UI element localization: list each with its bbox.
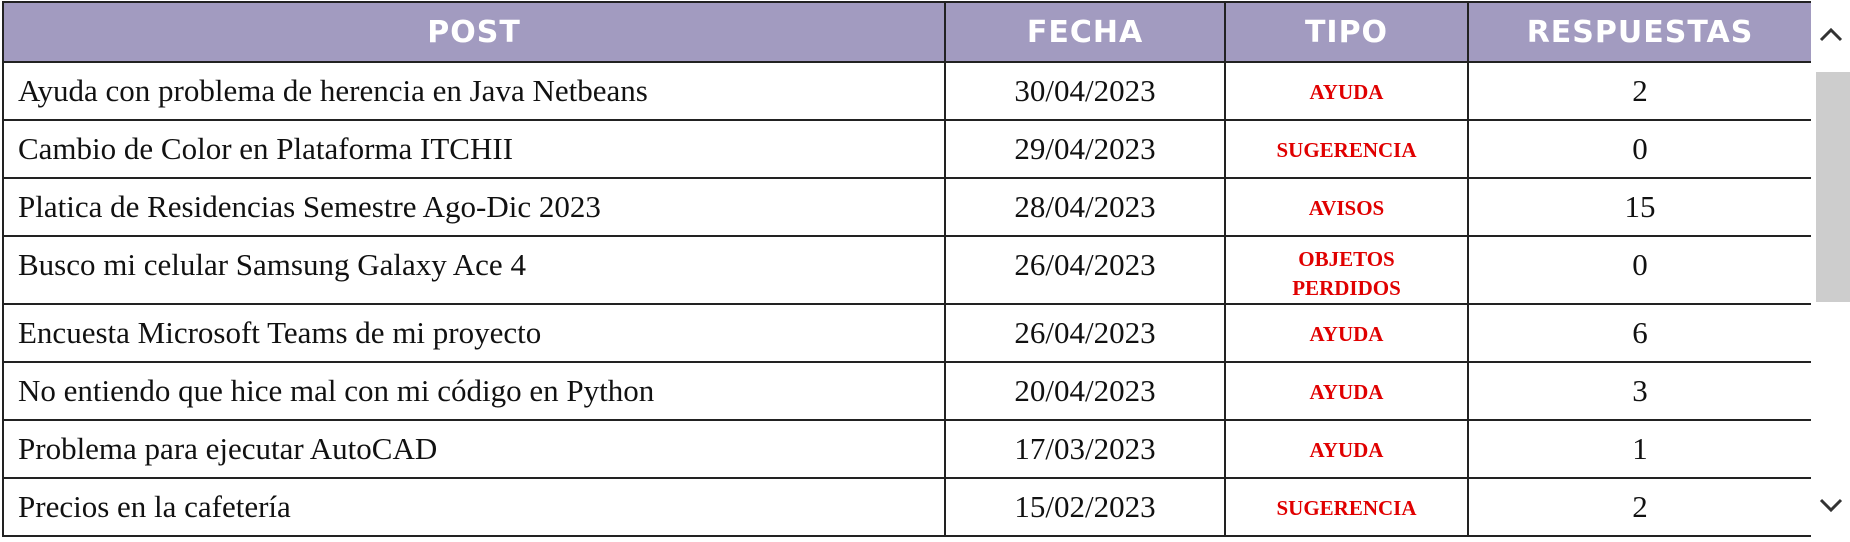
post-title: Encuesta Microsoft Teams de mi proyecto (2, 303, 946, 363)
header-cell: RESPUESTAS (1467, 1, 1813, 63)
table-row[interactable]: Busco mi celular Samsung Galaxy Ace 4 26/… (2, 235, 1813, 305)
header-cell: TIPO (1224, 1, 1469, 63)
table-row[interactable]: No entiendo que hice mal con mi código e… (2, 361, 1813, 421)
table-row[interactable]: Encuesta Microsoft Teams de mi proyecto 2… (2, 303, 1813, 363)
reply-count: 0 (1467, 119, 1813, 179)
post-title: Ayuda con problema de herencia en Java N… (2, 61, 946, 121)
post-date: 26/04/2023 (944, 303, 1226, 363)
post-type: AYUDA (1309, 438, 1384, 462)
post-date: 20/04/2023 (944, 361, 1226, 421)
post-type: AYUDA (1309, 380, 1384, 404)
type-cell: SUGERENCIA (1224, 119, 1469, 179)
post-type: AYUDA (1309, 322, 1384, 346)
reply-count: 15 (1467, 177, 1813, 237)
post-title: Problema para ejecutar AutoCAD (2, 419, 946, 479)
reply-count: 2 (1467, 61, 1813, 121)
table-row[interactable]: Ayuda con problema de herencia en Java N… (2, 61, 1813, 121)
post-title: Cambio de Color en Plataforma ITCHII (2, 119, 946, 179)
post-date: 15/02/2023 (944, 477, 1226, 537)
header-cell: FECHA (944, 1, 1226, 63)
post-date: 17/03/2023 (944, 419, 1226, 479)
post-date: 30/04/2023 (944, 61, 1226, 121)
table-row[interactable]: Precios en la cafetería 15/02/2023 SUGEREN… (2, 477, 1813, 537)
header-cell: POST (2, 1, 946, 63)
table-row[interactable]: Cambio de Color en Plataforma ITCHII 29/0… (2, 119, 1813, 179)
type-cell: SUGERENCIA (1224, 477, 1469, 537)
header-row: POST FECHA TIPO RESPUESTAS (2, 1, 1813, 63)
type-cell: AYUDA (1224, 419, 1469, 479)
reply-count: 0 (1467, 235, 1813, 305)
reply-count: 1 (1467, 419, 1813, 479)
post-type: SUGERENCIA (1276, 138, 1417, 162)
post-date: 28/04/2023 (944, 177, 1226, 237)
table-row[interactable]: Problema para ejecutar AutoCAD 17/03/2023… (2, 419, 1813, 479)
table-body: Ayuda con problema de herencia en Java N… (2, 61, 1813, 537)
reply-count: 6 (1467, 303, 1813, 363)
type-cell: AYUDA (1224, 61, 1469, 121)
post-title: Precios en la cafetería (2, 477, 946, 537)
post-date: 26/04/2023 (944, 235, 1226, 305)
type-cell: AYUDA (1224, 303, 1469, 363)
type-cell: AYUDA (1224, 361, 1469, 421)
post-date: 29/04/2023 (944, 119, 1226, 179)
scroll-down[interactable] (1819, 498, 1843, 513)
table-row[interactable]: Platica de Residencias Semestre Ago-Dic … (2, 177, 1813, 237)
post-type: AYUDA (1309, 80, 1384, 104)
post-type: SUGERENCIA (1276, 496, 1417, 520)
post-type: OBJETOS PERDIDOS (1292, 247, 1401, 300)
reply-count: 2 (1467, 477, 1813, 537)
scroll-up[interactable] (1819, 27, 1843, 42)
reply-count: 3 (1467, 361, 1813, 421)
type-cell: AVISOS (1224, 177, 1469, 237)
post-title: Busco mi celular Samsung Galaxy Ace 4 (2, 235, 946, 305)
type-cell: OBJETOS PERDIDOS (1224, 235, 1469, 305)
posts-table: POST FECHA TIPO RESPUESTAS Ayuda con proble… (2, 1, 1813, 537)
scroll-thumb[interactable] (1816, 72, 1850, 302)
post-title: Platica de Residencias Semestre Ago-Dic … (2, 177, 946, 237)
scrollbar[interactable] (1811, 0, 1850, 542)
post-title: No entiendo que hice mal con mi código e… (2, 361, 946, 421)
post-type: AVISOS (1308, 196, 1385, 220)
